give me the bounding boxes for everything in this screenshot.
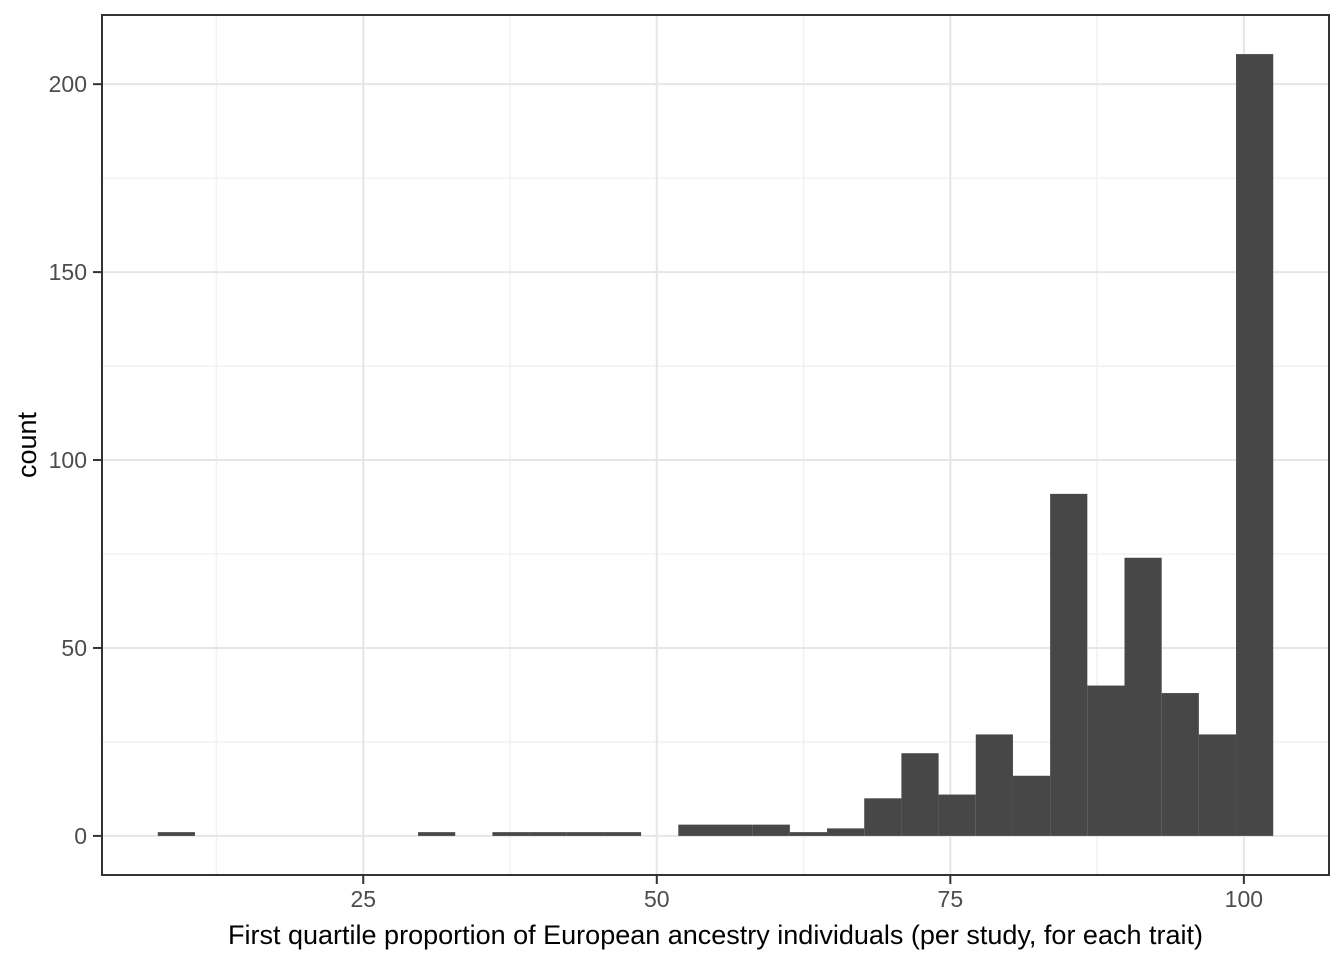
- histogram-bar: [715, 824, 753, 836]
- x-tick-label: 50: [644, 886, 670, 912]
- histogram-bar: [1198, 734, 1237, 836]
- x-tick-label: 100: [1225, 886, 1263, 912]
- axis-ticks: [93, 83, 1245, 884]
- histogram-bar: [1012, 775, 1051, 836]
- histogram-bar: [603, 832, 642, 836]
- histogram-bar: [157, 832, 195, 836]
- y-tick-label: 150: [49, 259, 87, 285]
- histogram-bar: [752, 824, 790, 836]
- x-axis-tick-labels: 25 50 75 100: [350, 886, 1263, 912]
- histogram-bar: [1087, 685, 1125, 836]
- histogram-bar: [827, 828, 865, 836]
- histogram-bar: [789, 832, 828, 836]
- panel-border: [101, 14, 1330, 876]
- x-tick-label: 25: [350, 886, 376, 912]
- histogram-bar: [975, 734, 1013, 836]
- x-axis-title: First quartile proportion of European an…: [228, 920, 1203, 950]
- histogram-bar: [1124, 557, 1162, 836]
- histogram-bars: [157, 54, 1274, 836]
- histogram-bar: [678, 824, 716, 836]
- y-tick-label: 0: [74, 823, 87, 849]
- x-tick-label: 75: [938, 886, 964, 912]
- histogram-bar: [1050, 493, 1088, 836]
- y-axis-tick-labels: 0 50 100 150 200: [49, 71, 87, 849]
- histogram-bar: [566, 832, 604, 836]
- histogram-bar: [1236, 54, 1274, 836]
- histogram-bar: [901, 753, 939, 836]
- y-tick-label: 200: [49, 71, 87, 97]
- histogram-bar: [1161, 693, 1199, 836]
- histogram-bar: [492, 832, 530, 836]
- y-tick-label: 100: [49, 447, 87, 473]
- gridlines-minor: [102, 15, 1329, 875]
- histogram-bar: [418, 832, 456, 836]
- y-axis-title: count: [12, 411, 42, 478]
- histogram-bar: [938, 794, 976, 836]
- gridlines-major: [102, 15, 1329, 875]
- histogram-bar: [529, 832, 567, 836]
- y-tick-label: 50: [61, 635, 87, 661]
- histogram-bar: [864, 798, 902, 836]
